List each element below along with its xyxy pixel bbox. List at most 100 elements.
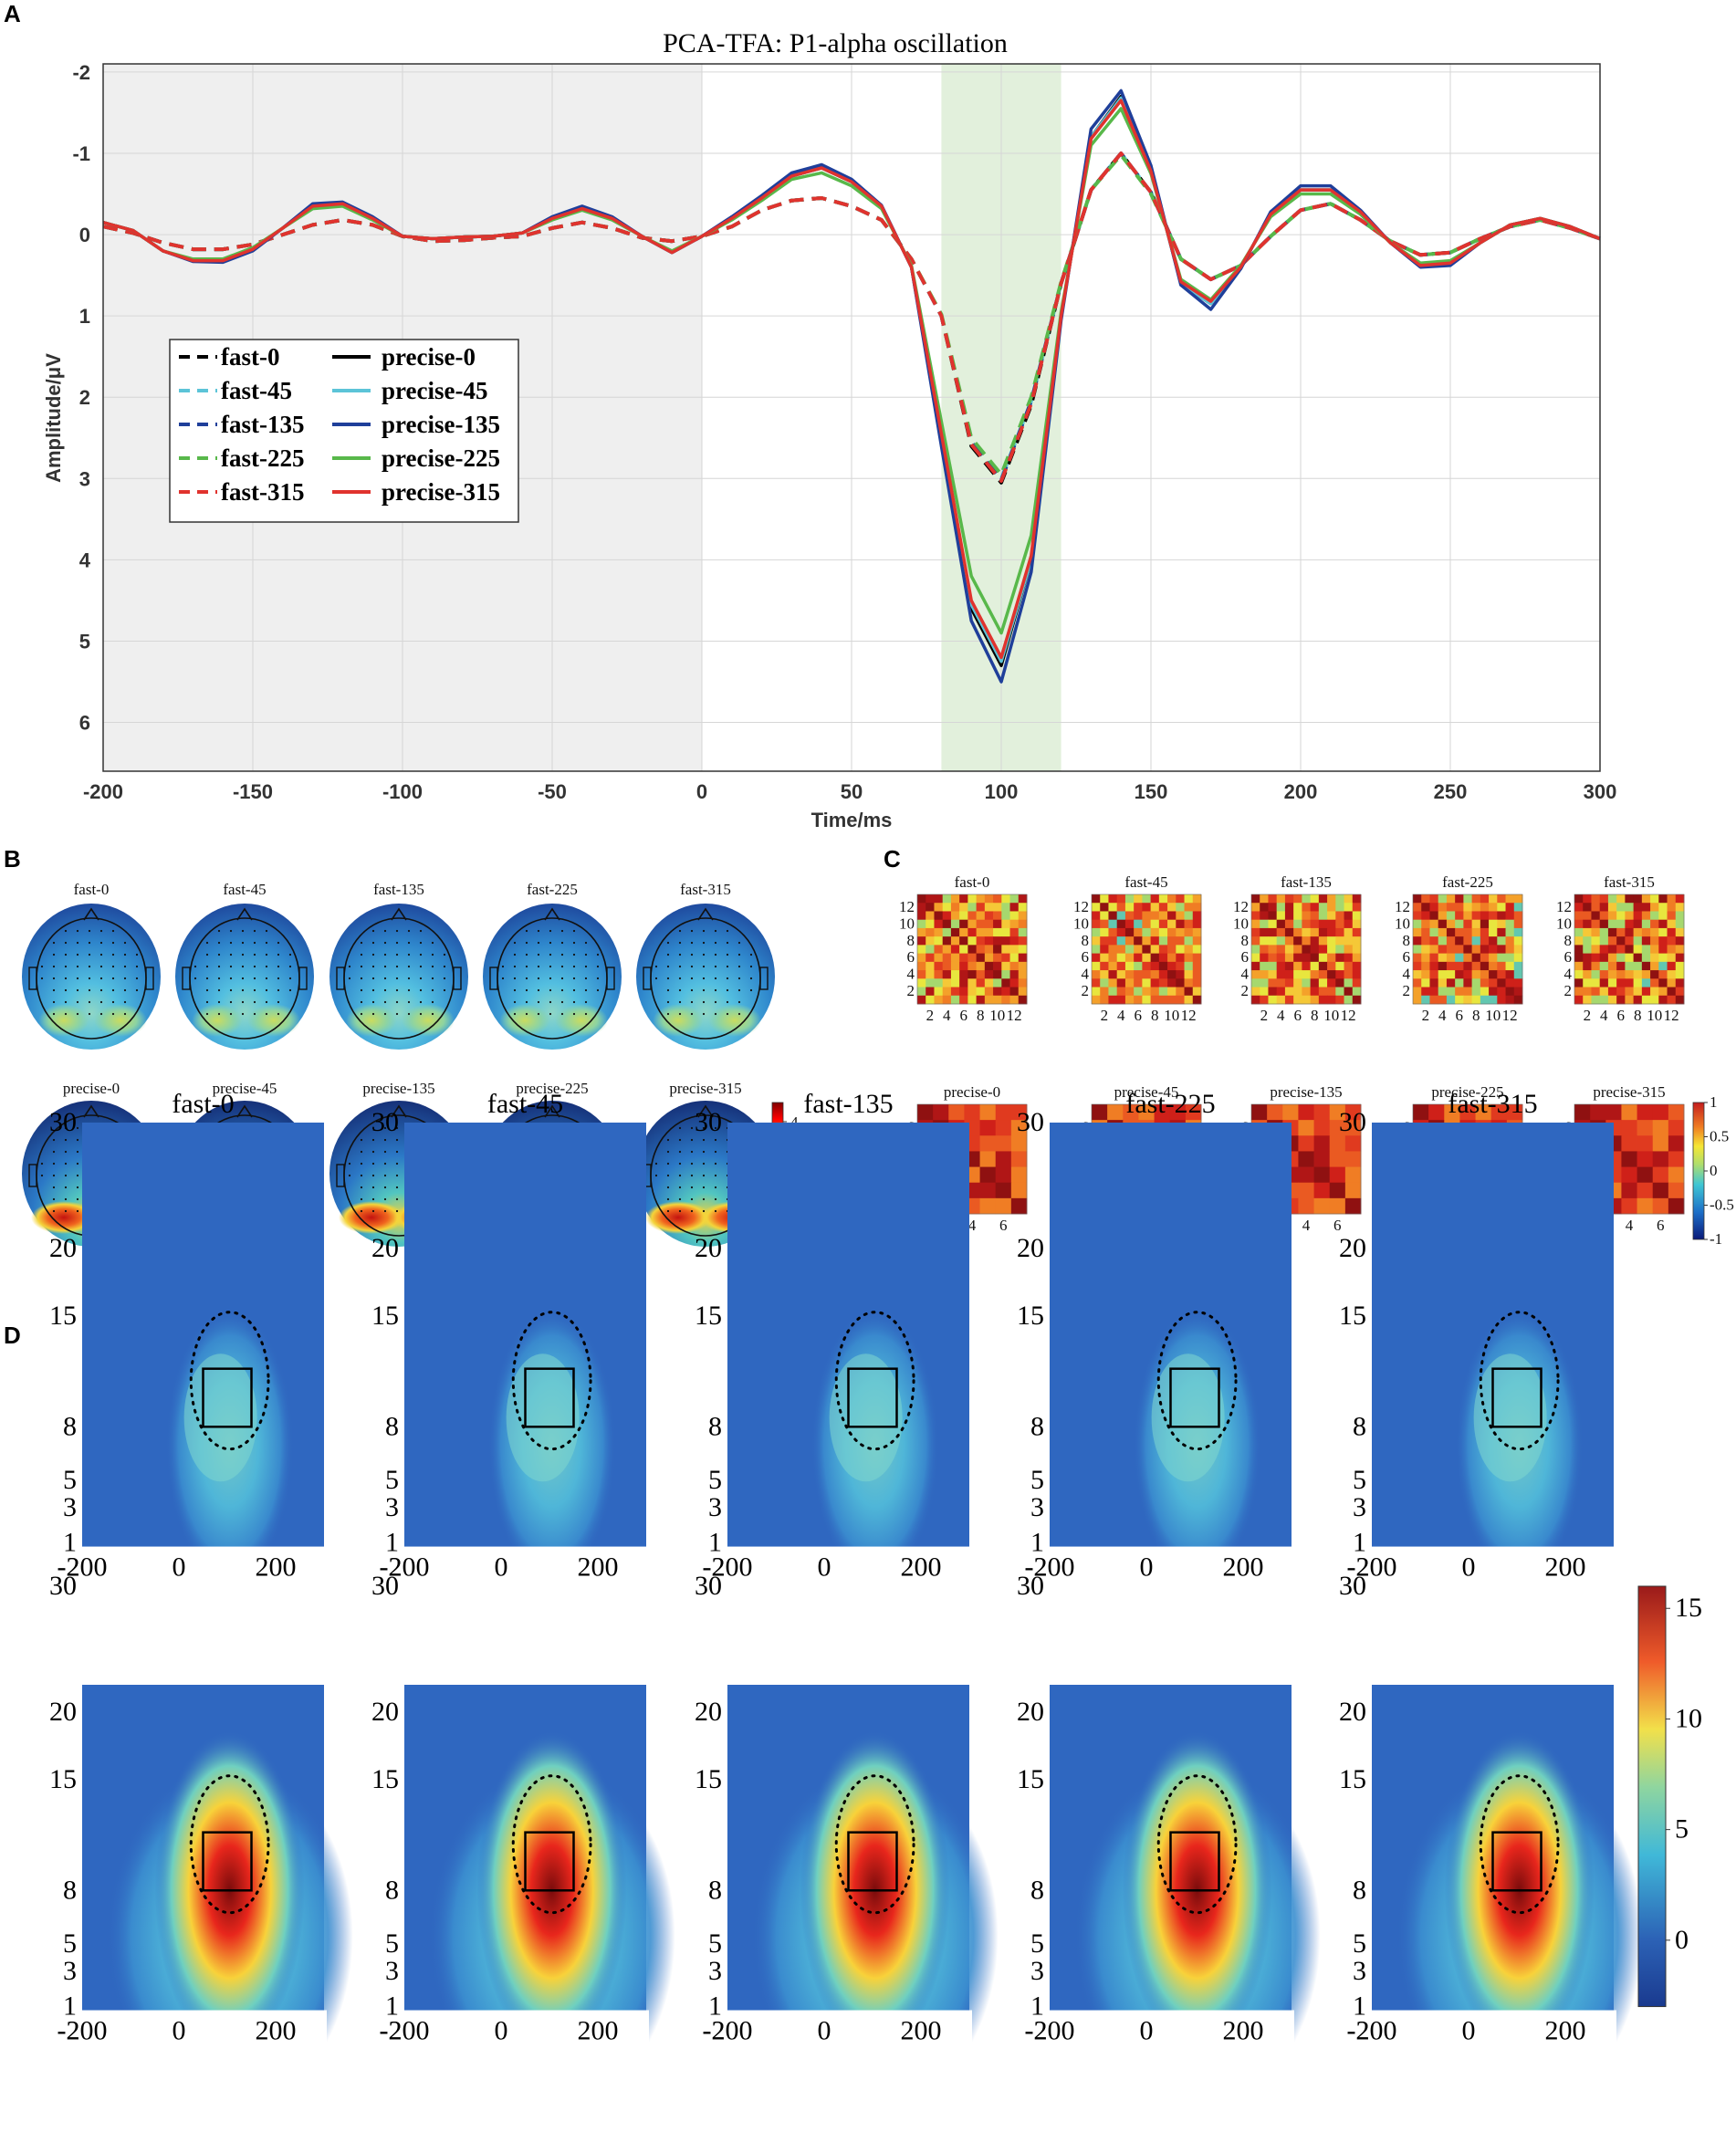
- tf-map-significance-contour: [511, 1774, 592, 1915]
- topomap-electrode: [431, 953, 434, 956]
- corr-cell: [1344, 1182, 1362, 1199]
- corr-matrix-frame: [1250, 894, 1362, 1005]
- corr-cell: [1108, 953, 1118, 963]
- chart-a-xtick-label: 300: [1584, 780, 1617, 803]
- corr-cell: [1429, 927, 1439, 937]
- corr-cell: [1607, 927, 1617, 937]
- corr-cell: [1108, 995, 1118, 1005]
- chart-a-xlabel: Time/ms: [811, 809, 893, 831]
- panel-d-time-frequency: fast-03020158531-2000200fast-45302015853…: [49, 1089, 1702, 2132]
- corr-cell: [1298, 1197, 1314, 1215]
- corr-ytick-label: 2: [1241, 982, 1250, 999]
- corr-cell: [1100, 936, 1109, 946]
- tf-ytick-label: 20: [695, 1233, 722, 1263]
- corr-cell: [1668, 1197, 1685, 1215]
- corr-cell: [1284, 961, 1294, 971]
- tf-map-roi-box: [847, 1831, 898, 1892]
- topomap-nose: [236, 907, 253, 921]
- corr-cell: [1124, 978, 1135, 988]
- topomap-electrode: [371, 1186, 375, 1189]
- corr-cell: [1625, 936, 1635, 946]
- topomap-electrode: [702, 977, 706, 980]
- corr-cell: [1599, 978, 1609, 988]
- topomap-electrode: [371, 953, 375, 956]
- corr-cell: [1158, 936, 1168, 946]
- corr-cell: [1583, 919, 1592, 929]
- tf-xtick-label: -200: [58, 1552, 108, 1583]
- corr-cell: [1268, 919, 1278, 929]
- chart-a-xtick-label: 50: [841, 780, 863, 803]
- corr-cell: [976, 911, 986, 921]
- corr-cell: [1092, 936, 1101, 946]
- corr-cell: [1302, 903, 1312, 912]
- topomap-electrode: [76, 953, 79, 956]
- topomap-electrode: [99, 977, 103, 980]
- corr-cell: [1092, 945, 1101, 955]
- topomap-electrode: [714, 929, 717, 933]
- corr-cell: [1637, 1197, 1654, 1215]
- topomap-electrode: [76, 1138, 79, 1142]
- corr-cell: [1668, 1135, 1685, 1152]
- corr-cell: [993, 987, 1002, 997]
- tf-xtick-label: 0: [495, 2016, 508, 2046]
- corr-cell: [1667, 936, 1677, 946]
- tf-xtick-label: 200: [901, 2016, 942, 2046]
- tf-ytick-label: 5: [63, 1928, 77, 1959]
- tf-map-below-axis: [1048, 2010, 1294, 2132]
- topomap-electrode: [253, 988, 256, 992]
- corr-cell: [967, 927, 978, 937]
- corr-ytick-label: 6: [1403, 948, 1411, 966]
- corr-cell: [1100, 903, 1109, 912]
- topomap-electrode: [265, 953, 268, 956]
- corr-cell: [1625, 927, 1635, 937]
- topomap-electrode: [666, 1150, 670, 1154]
- tf-ytick-label: 1: [708, 1528, 722, 1558]
- corr-cell: [934, 953, 944, 963]
- corr-cell: [1429, 919, 1439, 929]
- topomap-electrode: [443, 977, 446, 980]
- corr-cell: [1001, 970, 1010, 979]
- corr-cell: [1100, 987, 1109, 997]
- corr-cell: [1616, 961, 1626, 971]
- corr-cell: [1092, 903, 1101, 912]
- corr-cell: [1675, 970, 1685, 979]
- topomap-title: precise-135: [362, 1080, 434, 1097]
- topomap-electrode: [241, 929, 245, 933]
- topomap-electrode: [383, 1186, 387, 1189]
- tf-ytick-label: 20: [371, 1697, 399, 1727]
- corr-cell: [1605, 1104, 1622, 1121]
- topomap-electrode: [360, 977, 363, 980]
- corr-cell: [1251, 945, 1260, 955]
- topomap-electrode: [666, 1012, 670, 1016]
- corr-cell: [1310, 894, 1320, 904]
- corr-cell: [1480, 995, 1490, 1005]
- corr-cell: [1505, 987, 1515, 997]
- topomap-electrode: [525, 1000, 528, 1004]
- corr-cell: [1455, 953, 1464, 963]
- topomap-electrode: [749, 953, 753, 956]
- corr-cell: [1310, 961, 1320, 971]
- tf-ytick-label: 8: [63, 1411, 77, 1441]
- corr-cell: [1352, 995, 1362, 1005]
- corr-xtick-label: 12: [1664, 1007, 1679, 1024]
- panel-d-colorbar: [1637, 1585, 1667, 2008]
- topomap-electrode: [714, 1209, 717, 1213]
- corr-cell: [1675, 936, 1685, 946]
- corr-cell: [993, 903, 1002, 912]
- corr-cell: [1276, 919, 1286, 929]
- corr-cell: [1276, 987, 1286, 997]
- corr-cell: [1176, 903, 1185, 912]
- corr-cell: [959, 961, 968, 971]
- corr-cell: [1625, 919, 1635, 929]
- tf-ytick-label: 1: [1353, 1991, 1366, 2022]
- corr-cell: [1652, 1120, 1669, 1136]
- corr-cell: [1471, 961, 1481, 971]
- corr-cell: [1116, 970, 1126, 979]
- topomap-electrode: [537, 1012, 540, 1016]
- corr-cell: [1413, 936, 1422, 946]
- corr-cell: [917, 936, 926, 946]
- corr-cell: [1001, 978, 1010, 988]
- corr-cell: [1329, 1151, 1346, 1167]
- corr-cell: [1192, 987, 1202, 997]
- corr-cell: [1001, 945, 1010, 955]
